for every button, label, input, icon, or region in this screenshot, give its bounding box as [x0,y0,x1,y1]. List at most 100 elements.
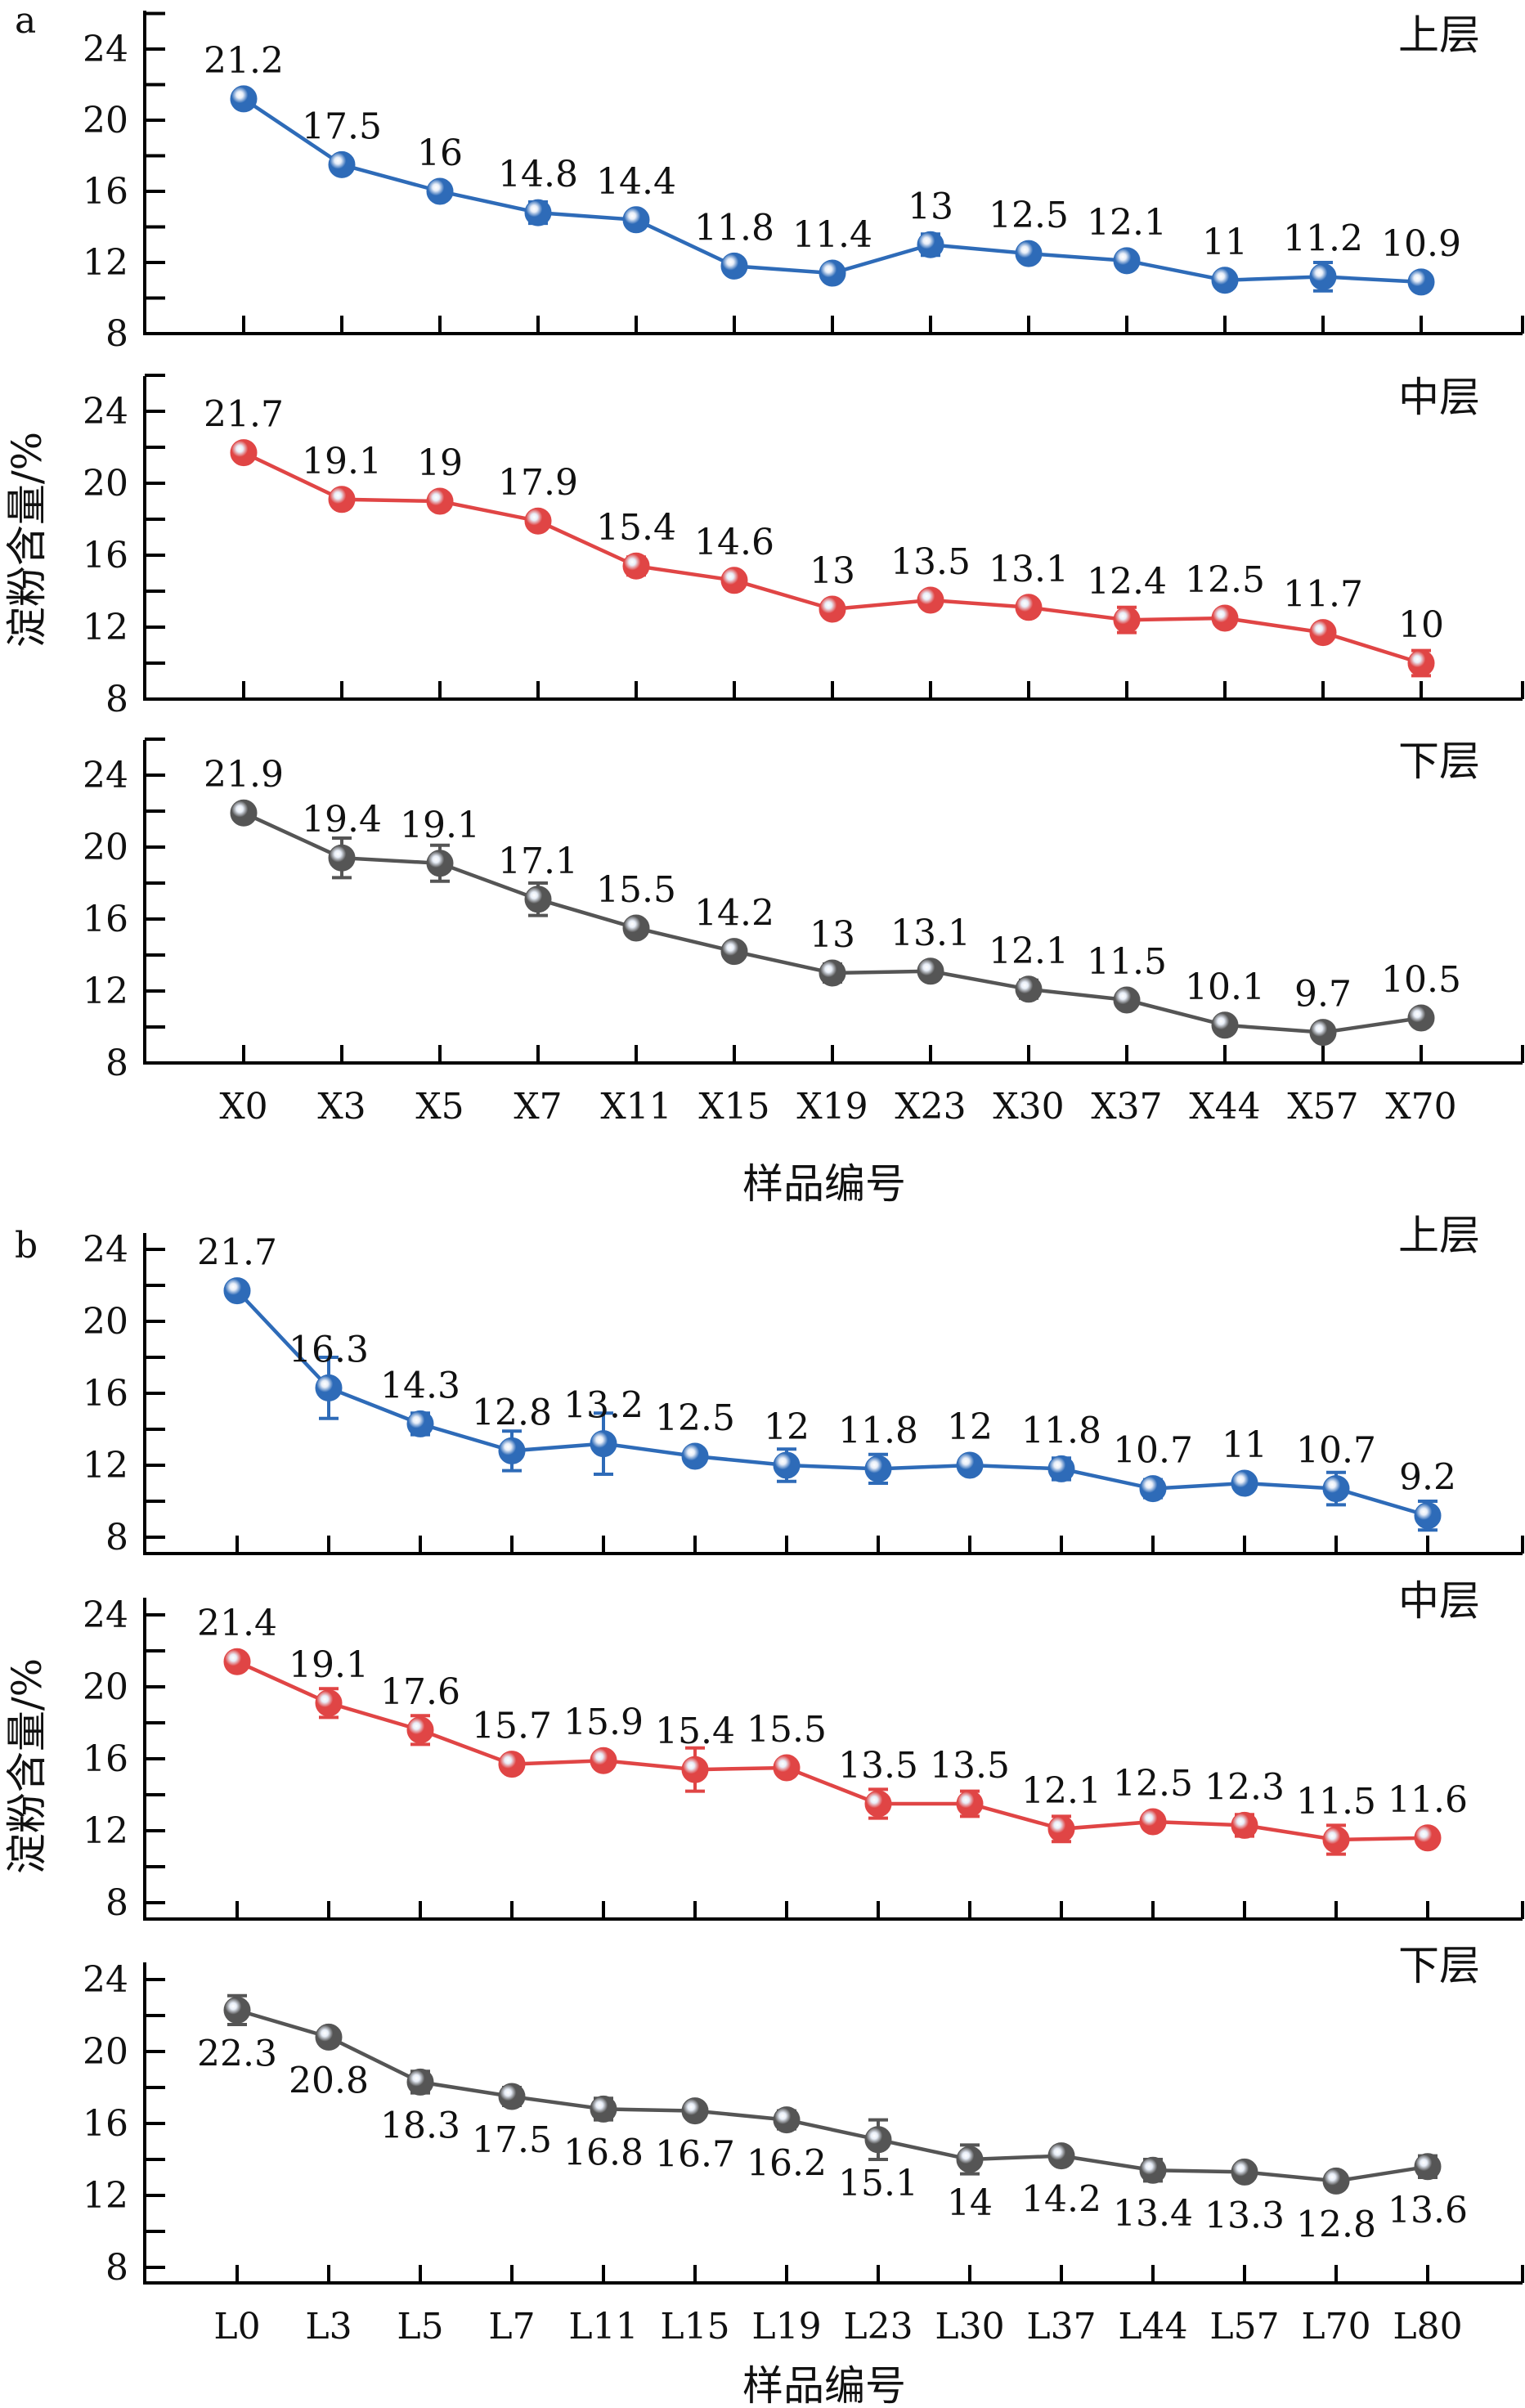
data-label: 15.4 [655,1711,735,1752]
data-point [956,1790,984,1818]
y-tick-label: 20 [83,2031,128,2073]
x-tick-label: X5 [415,1086,464,1128]
data-point [1407,268,1435,296]
data-label: 13.5 [890,541,971,583]
y-tick-label: 24 [83,1229,128,1271]
y-tick-label: 8 [105,1517,128,1558]
data-point [524,507,552,535]
data-label: 15.1 [838,2163,918,2204]
data-point [1047,2142,1075,2170]
data-point [1322,1475,1350,1503]
layer-label: 下层 [1398,738,1480,785]
y-tick-label: 12 [83,2175,128,2217]
x-tick-label: X15 [698,1086,769,1128]
data-point [328,150,356,178]
data-point [773,2106,801,2134]
data-label: 21.9 [204,754,284,796]
data-label: 13.4 [1113,2193,1193,2235]
x-tick-label: X3 [317,1086,366,1128]
data-label: 11.4 [792,214,872,256]
data-label: 11.2 [1283,217,1363,259]
data-point [1015,975,1043,1003]
series-line [235,1289,1429,1518]
data-label: 9.7 [1294,974,1352,1016]
data-point [315,2023,343,2051]
data-point [720,252,748,280]
x-tick-label: X70 [1385,1086,1456,1128]
data-label: 9.2 [1399,1457,1456,1499]
y-tick-label: 24 [83,29,128,70]
data-point [1414,1824,1442,1852]
data-point [426,850,454,877]
x-axis-title-a: 样品编号 [742,1160,906,1208]
x-tick-label: L44 [1118,2306,1187,2347]
data-label: 13 [810,914,855,956]
data-label: 18.3 [380,2105,460,2146]
data-label: 12.5 [655,1397,735,1439]
x-tick-label: L3 [305,2306,352,2347]
data-label: 11.6 [1388,1779,1468,1821]
data-label: 11.8 [1021,1410,1101,1451]
data-label: 11.8 [694,207,774,249]
data-point [426,177,454,205]
y-tick-label: 12 [83,971,128,1012]
y-tick-label: 20 [83,1301,128,1343]
data-label: 16.8 [563,2132,644,2173]
data-point [864,1455,892,1482]
data-label: 21.4 [197,1603,277,1644]
data-point [1309,1019,1337,1047]
data-label: 14.4 [596,161,676,203]
data-label: 12 [764,1406,810,1448]
x-tick-label: X0 [219,1086,267,1128]
data-label: 19.4 [302,799,382,841]
y-tick-label: 8 [105,2247,128,2289]
data-label: 19.1 [289,1644,369,1686]
data-label: 17.1 [498,841,578,882]
data-label: 16.3 [289,1329,369,1370]
data-label: 14.3 [380,1365,460,1406]
data-point [1407,649,1435,677]
data-label: 13.3 [1204,2195,1285,2236]
data-point [1414,1502,1442,1530]
data-point [917,231,944,258]
data-point [1414,2153,1442,2181]
data-point [1231,2158,1258,2186]
data-label: 12.1 [989,930,1069,972]
data-label: 19.1 [400,805,480,846]
data-point [498,1437,526,1464]
data-point [315,1374,343,1401]
data-point [1113,986,1141,1014]
data-label: 15.7 [472,1706,552,1747]
y-tick-label: 16 [83,1738,128,1780]
data-label: 21.7 [204,394,284,436]
data-point [1139,1475,1167,1503]
x-tick-label: X19 [796,1086,868,1128]
y-tick-label: 16 [83,1373,128,1415]
x-tick-label: L5 [397,2306,443,2347]
data-point [524,199,552,226]
layer-label: 中层 [1398,374,1480,421]
data-point [1047,1815,1075,1843]
data-label: 10.1 [1185,966,1265,1008]
data-point [681,1442,709,1470]
y-tick-label: 20 [83,100,128,141]
data-label: 19 [417,442,463,484]
x-tick-label: L7 [488,2306,535,2347]
data-point [622,552,650,580]
data-label: 16 [417,132,463,174]
data-label: 22.3 [197,2033,277,2074]
y-tick-label: 16 [83,2103,128,2145]
x-tick-label: L37 [1026,2306,1096,2347]
panel-b-middle-layer: 8 12 16 20 24 中层 21.4 19.1 17.6 15.7 15.9 15.4 15.5 1… [83,1577,1524,1924]
y-tick-label: 8 [105,1043,128,1084]
data-point [622,206,650,234]
data-label: 10.5 [1381,959,1461,1001]
data-point [590,1430,617,1458]
data-label: 13 [810,550,855,592]
data-label: 12.8 [472,1392,552,1433]
data-point [819,595,846,623]
data-point [681,2097,709,2125]
data-point [223,1277,251,1305]
y-tick-label: 20 [83,463,128,504]
panel-b-lower-layer: 8 12 16 20 24 下层 22.3 20.8 18.3 17.5 16.8 16.7 16.2 1… [83,1942,1524,2289]
